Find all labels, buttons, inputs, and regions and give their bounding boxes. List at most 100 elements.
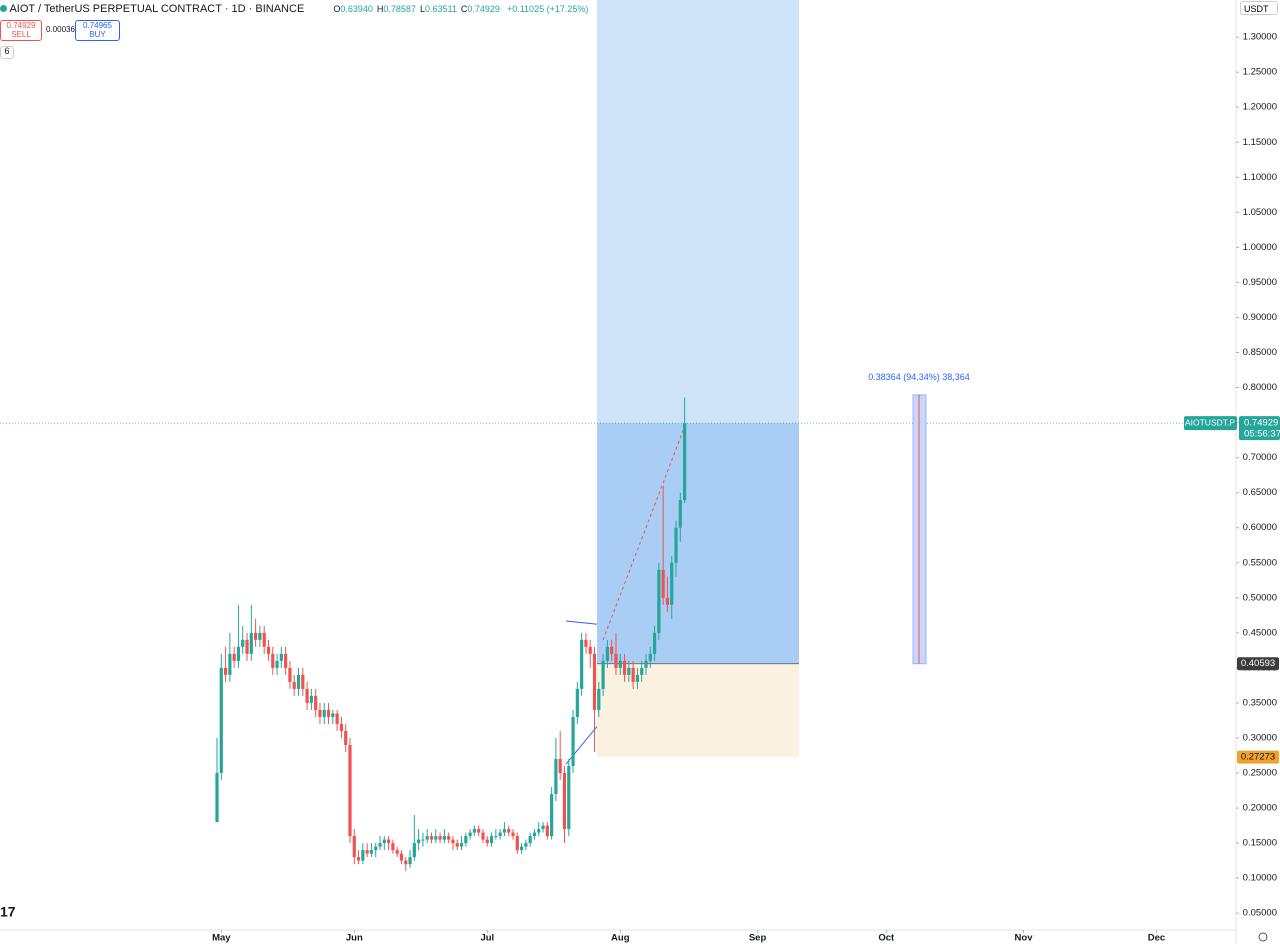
candle-body bbox=[554, 758, 558, 795]
indicator-count: 6 bbox=[4, 46, 10, 56]
candle-body bbox=[344, 730, 348, 745]
ohlc-value: 0.78587 bbox=[383, 4, 416, 14]
candle-body bbox=[391, 843, 395, 851]
y-tick-label: 0.45000 bbox=[1243, 627, 1277, 638]
x-tick-label: Dec bbox=[1148, 933, 1165, 944]
ohlc-key: L bbox=[419, 4, 425, 14]
candle-body bbox=[498, 832, 502, 837]
y-tick-label: 1.25000 bbox=[1243, 67, 1277, 78]
candle-body bbox=[314, 695, 318, 710]
candle-body bbox=[644, 660, 648, 668]
sell-label: SELL bbox=[11, 30, 31, 39]
candle-body bbox=[472, 829, 476, 833]
candle-body bbox=[245, 639, 249, 654]
x-tick-label: Sep bbox=[749, 933, 767, 944]
last-price-bg bbox=[1239, 416, 1280, 441]
candle-body bbox=[477, 829, 481, 833]
candle-body bbox=[674, 527, 678, 563]
x-tick-label: Oct bbox=[878, 933, 895, 944]
settings-icon[interactable] bbox=[1258, 932, 1268, 942]
candle-body bbox=[610, 646, 614, 654]
candle-body bbox=[524, 843, 528, 847]
candle-body bbox=[519, 846, 524, 851]
candle-body bbox=[537, 829, 541, 833]
candle-body bbox=[580, 639, 584, 689]
candle-body bbox=[601, 660, 605, 689]
candle-body bbox=[622, 660, 627, 675]
candle-body bbox=[382, 839, 386, 844]
candle-body bbox=[489, 836, 494, 844]
candle-body bbox=[532, 832, 537, 837]
y-tick-label: 1.00000 bbox=[1243, 242, 1277, 253]
candle-body bbox=[404, 860, 408, 865]
ohlc-key: O bbox=[333, 4, 341, 14]
last-price-label: 0.74929 bbox=[1244, 418, 1278, 429]
ohlc-key: H bbox=[376, 4, 384, 14]
candle-body bbox=[605, 646, 609, 661]
candle-body bbox=[305, 688, 309, 703]
y-tick-label: 0.05000 bbox=[1243, 908, 1277, 919]
candle-body bbox=[627, 667, 631, 675]
projection-line bbox=[602, 422, 687, 641]
y-tick-label: 0.95000 bbox=[1243, 277, 1277, 288]
y-tick-label: 0.35000 bbox=[1243, 697, 1277, 708]
spread: 0.00036 bbox=[46, 25, 75, 34]
candle-body bbox=[223, 667, 228, 675]
buy-price: 0.74965 bbox=[83, 21, 112, 30]
candle-body bbox=[258, 632, 262, 640]
candle-body bbox=[292, 681, 296, 689]
candle-body bbox=[254, 632, 258, 640]
candle-body bbox=[339, 723, 344, 731]
symbol-tag: AIOTUSDT.P bbox=[1185, 417, 1235, 427]
candle-body bbox=[425, 836, 429, 840]
drawings bbox=[0, 0, 1235, 758]
candle-body bbox=[455, 843, 459, 847]
candle-body bbox=[442, 836, 446, 840]
candle-body bbox=[494, 836, 498, 838]
candle-body bbox=[584, 639, 588, 647]
y-tick-label: 0.60000 bbox=[1243, 522, 1277, 533]
currency-select[interactable]: USDT bbox=[1240, 1, 1278, 15]
candle-body bbox=[361, 850, 365, 861]
candle-body bbox=[511, 832, 515, 837]
y-tick-label: 0.55000 bbox=[1243, 557, 1277, 568]
candle-body bbox=[408, 857, 412, 865]
ohlc-key: C bbox=[460, 4, 468, 14]
candle-body bbox=[301, 674, 305, 689]
candle-body bbox=[575, 688, 579, 717]
candle-body bbox=[331, 713, 335, 717]
sell-button[interactable]: 0.74929 SELL bbox=[0, 20, 42, 41]
candle-body bbox=[665, 597, 670, 605]
candle-body bbox=[597, 688, 601, 710]
candle-body bbox=[468, 832, 472, 837]
ohlc-value: 0.74929 bbox=[467, 4, 500, 14]
candle-body bbox=[550, 794, 554, 837]
target-zone bbox=[597, 0, 799, 424]
countdown: 05:56:37 bbox=[1244, 429, 1280, 440]
candle-body bbox=[236, 646, 241, 661]
candle-body bbox=[429, 836, 434, 840]
currency: USDT bbox=[1244, 4, 1269, 14]
change: +0.11025 (+17.25%) bbox=[506, 4, 589, 14]
buy-button[interactable]: 0.74965 BUY bbox=[75, 20, 120, 41]
candle-body bbox=[322, 709, 326, 717]
candle-body bbox=[296, 674, 301, 689]
candle-body bbox=[412, 843, 416, 858]
candle-body bbox=[318, 709, 322, 717]
tv-logo: 17 bbox=[0, 904, 16, 920]
y-tick-label: 0.20000 bbox=[1243, 803, 1277, 814]
indicators-toggle[interactable]: 6 bbox=[0, 46, 14, 59]
y-tick-label: 1.15000 bbox=[1243, 137, 1277, 148]
candle-body bbox=[232, 653, 236, 661]
stop-zone bbox=[597, 663, 799, 758]
entry-label: 0.40593 bbox=[1241, 658, 1275, 669]
candle-body bbox=[352, 836, 356, 858]
candle-body bbox=[618, 660, 622, 668]
candle-body bbox=[481, 832, 485, 840]
symbol-title: AIOT / TetherUS PERPETUAL CONTRACT · 1D … bbox=[9, 3, 305, 15]
y-tick-label: 0.10000 bbox=[1243, 873, 1277, 884]
candle-body bbox=[326, 709, 331, 717]
candle-body bbox=[421, 839, 425, 841]
